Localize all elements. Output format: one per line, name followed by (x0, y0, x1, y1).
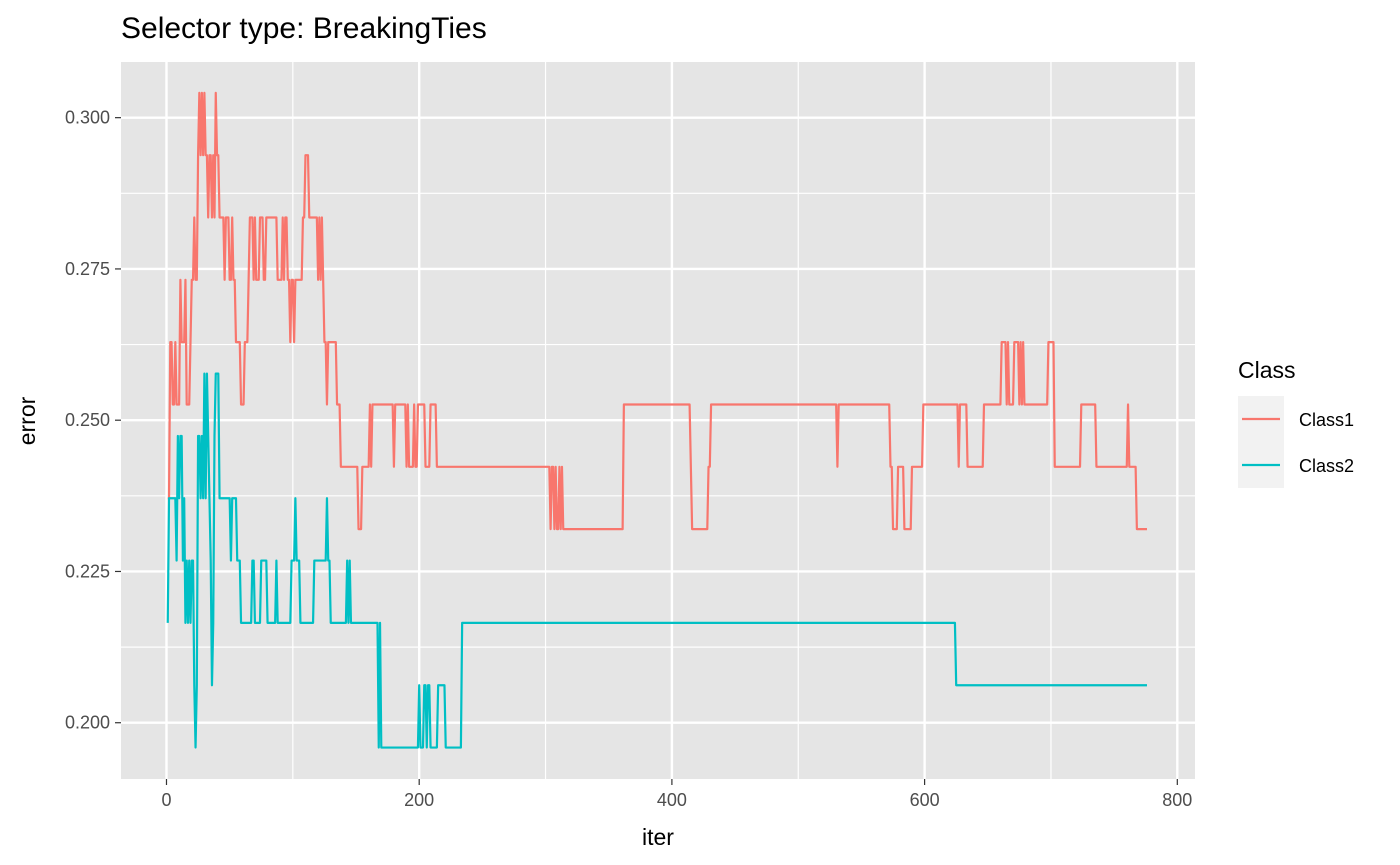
y-tick-label: 0.200 (65, 713, 110, 733)
x-tick-label: 400 (657, 790, 687, 810)
x-axis: 0 200 400 600 800 (161, 779, 1192, 810)
legend: Class Class1 Class2 (1238, 357, 1354, 488)
y-tick-label: 0.250 (65, 410, 110, 430)
y-tick-label: 0.225 (65, 561, 110, 581)
x-tick-label: 0 (161, 790, 171, 810)
series-line-class2 (166, 372, 1147, 749)
x-tick-label: 200 (404, 790, 434, 810)
x-tick-label: 800 (1162, 790, 1192, 810)
legend-label-class1: Class1 (1299, 410, 1354, 430)
legend-label-class2: Class2 (1299, 456, 1354, 476)
chart-title: Selector type: BreakingTies (121, 12, 487, 45)
y-tick-label: 0.275 (65, 259, 110, 279)
y-axis-title: error (14, 396, 40, 445)
x-tick-label: 600 (910, 790, 940, 810)
y-axis: 0.200 0.225 0.250 0.275 0.300 (65, 108, 121, 733)
series-lines (166, 91, 1147, 749)
x-axis-title: iter (642, 824, 674, 850)
y-tick-label: 0.300 (65, 108, 110, 128)
series-line-class1 (167, 91, 1147, 531)
legend-items: Class1 Class2 (1238, 396, 1354, 488)
legend-title: Class (1238, 357, 1296, 383)
